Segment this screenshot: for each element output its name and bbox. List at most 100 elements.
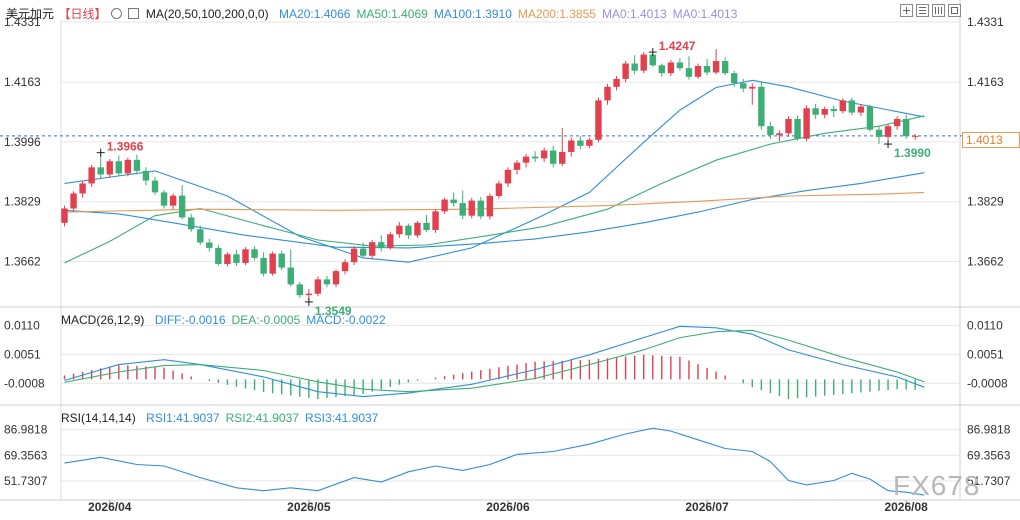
candle-body [278,253,285,268]
candle-body [513,162,521,170]
price-tick-right: 1.3829 [967,195,1004,209]
macd-tick-right: -0.0008 [967,376,1008,390]
candle-body [495,183,503,196]
candle-body [88,167,95,184]
time-tick-label: 2026/07 [685,500,729,514]
candle-body [595,100,602,140]
period-label[interactable]: 【日线】 [58,7,107,21]
macd-tick-left: -0.0008 [4,376,45,390]
candle [432,209,439,233]
candle [568,137,575,157]
candle-body [169,195,177,206]
candle [721,57,729,76]
candle [767,121,774,139]
rsi-value-0: RSI1:41.9037 [146,411,220,425]
candle-body [97,167,104,175]
ma-value-1: MA50:1.4069 [356,7,428,21]
candle-body [712,61,720,73]
candle-body [767,126,774,136]
rsi-tick-right: 86.9818 [967,423,1011,437]
candle-body [124,159,132,174]
candle-body [667,62,675,74]
candle-body [468,200,475,216]
toggle-eye-icon[interactable] [110,8,122,19]
crosshair-icon[interactable] [900,4,913,17]
candle [531,151,539,162]
candle [206,238,213,252]
candle [893,116,901,130]
ma200-line [64,191,925,213]
candle-body [369,242,376,256]
current-price-value: 1.4013 [966,133,1003,147]
candle [142,167,150,186]
window-icon[interactable] [948,4,961,17]
candle [812,103,819,120]
ma-value-0: MA20:1.4066 [279,7,351,21]
candle-body [740,83,747,89]
candle-body [830,108,837,112]
candle [287,249,294,287]
candle [459,190,466,220]
candle [79,180,86,198]
time-tick-label: 2026/04 [88,500,132,514]
candle-body [577,140,584,146]
candle [88,164,95,188]
candle-body [776,133,783,136]
candle-body [631,63,638,71]
candle-body [305,293,313,296]
rows-icon[interactable] [916,4,929,17]
candle-body [812,108,819,115]
candle [405,223,412,239]
candle-body [260,257,267,274]
candle-body [622,63,629,79]
rsi-tick-left: 69.3563 [4,448,48,462]
candle-body [378,242,385,248]
candle [622,61,629,83]
candle-body [296,284,303,296]
candle [830,105,837,118]
candle [613,76,620,91]
candle [359,242,367,258]
candle [160,189,168,209]
macd-value-0: DIFF:-0.0016 [154,313,226,327]
candle [749,83,756,105]
candle [97,152,104,179]
candle [559,127,566,167]
candle-body [61,208,68,223]
candle-body [160,192,168,206]
candle [387,231,394,250]
candle [396,222,403,238]
candle-body [912,135,919,137]
candle-body [504,169,512,184]
candle-body [821,108,828,115]
price-tick-right: 1.4331 [967,15,1004,29]
candle-body [242,249,249,263]
candle [106,159,113,179]
candle [61,205,68,227]
candle-body [893,119,901,127]
candle-body [477,200,484,217]
candle [450,192,457,207]
candle [595,97,602,143]
candle-body [568,140,575,152]
candle [332,269,340,288]
ma-label: MA(20,50,100,200,0,0) [145,7,269,21]
candle-body [287,267,294,285]
time-tick-label: 2026/05 [287,500,331,514]
edit-icon[interactable] [128,8,140,19]
candle [586,137,593,149]
candle-body [115,161,122,174]
candle [513,160,521,175]
candle [115,155,122,177]
candle-body [875,129,883,137]
annotation-label: 1.3990 [894,146,931,160]
candle [414,221,421,238]
candle [269,251,276,276]
candle [486,193,494,220]
candle-body [721,61,729,74]
candle [477,197,484,220]
candle [658,63,665,77]
candle-body [323,279,331,285]
columns-icon[interactable] [932,4,945,17]
candle-body [441,199,448,212]
